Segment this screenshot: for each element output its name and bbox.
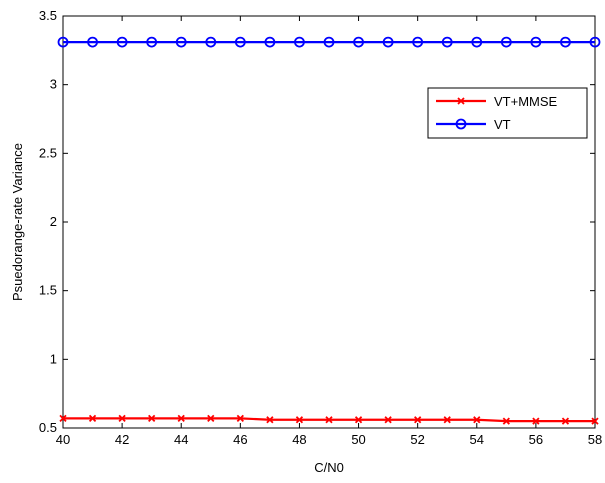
data-point-vt <box>205 36 217 48</box>
y-tick-label: 0.5 <box>39 420 57 435</box>
data-point-vt-mmse <box>207 414 215 423</box>
x-tick-label: 54 <box>470 432 484 447</box>
legend-label-vt-mmse: VT+MMSE <box>494 94 558 109</box>
data-point-vt-mmse <box>473 416 481 424</box>
x-axis-label: C/N0 <box>314 460 344 475</box>
x-tick-label: 50 <box>351 432 365 447</box>
data-point-vt <box>441 36 453 48</box>
x-tick-label: 42 <box>115 432 129 447</box>
series-layer <box>57 36 601 425</box>
data-point-vt-mmse <box>443 416 451 424</box>
legend-marker-vt <box>455 118 467 130</box>
data-point-vt-mmse <box>532 417 540 425</box>
x-tick-label: 46 <box>233 432 247 447</box>
data-point-vt <box>412 36 424 48</box>
legend-box <box>427 87 588 139</box>
data-point-vt <box>353 36 364 48</box>
data-point-vt <box>146 36 158 48</box>
data-point-vt <box>175 36 187 48</box>
legend-label-vt: VT <box>494 117 511 132</box>
x-tick-label: 40 <box>56 432 70 447</box>
data-point-vt-mmse <box>414 416 422 424</box>
y-tick-label: 1 <box>50 351 57 366</box>
y-axis-label: Psuedorange-rate Variance <box>10 143 25 301</box>
data-point-vt-mmse <box>177 414 185 423</box>
x-tick-label: 52 <box>410 432 424 447</box>
data-point-vt-mmse <box>561 417 570 425</box>
x-axis-ticks: 40 42 44 46 48 50 52 54 56 58 <box>56 16 602 447</box>
data-point-vt <box>87 36 98 48</box>
data-point-vt <box>471 36 483 48</box>
data-point-vt <box>323 36 335 48</box>
legend-marker-vt-mmse <box>457 97 465 105</box>
data-point-vt-mmse <box>384 416 392 424</box>
data-point-vt-mmse <box>88 414 97 423</box>
data-point-vt-mmse <box>591 417 599 425</box>
data-point-vt-mmse <box>148 414 156 423</box>
data-point-vt-mmse <box>118 414 126 423</box>
data-point-vt-mmse <box>266 416 274 424</box>
data-point-vt-mmse <box>236 414 244 423</box>
y-tick-label: 2.5 <box>39 145 57 160</box>
data-point-vt <box>382 36 394 48</box>
data-point-vt-mmse <box>325 416 333 424</box>
x-tick-label: 58 <box>588 432 602 447</box>
y-tick-label: 3.5 <box>39 8 57 23</box>
data-point-vt <box>294 36 305 48</box>
data-point-vt-mmse <box>502 417 510 425</box>
y-tick-label: 1.5 <box>39 283 57 298</box>
data-point-vt-mmse <box>295 416 304 424</box>
x-tick-label: 56 <box>529 432 543 447</box>
plot-area <box>62 15 596 429</box>
data-point-vt <box>530 36 542 48</box>
y-tick-label: 2 <box>50 214 57 229</box>
legend: VT+MMSE VT <box>427 87 588 139</box>
y-tick-label: 3 <box>50 77 57 92</box>
x-tick-label: 48 <box>292 432 306 447</box>
data-point-vt <box>560 36 571 48</box>
y-axis-ticks: 0.5 1 1.5 2 2.5 3 3.5 <box>39 8 595 435</box>
x-tick-label: 44 <box>174 432 188 447</box>
data-point-vt <box>116 36 128 48</box>
data-point-vt-mmse <box>354 416 363 424</box>
data-point-vt <box>57 36 69 48</box>
data-point-vt <box>264 36 276 48</box>
data-point-vt <box>234 36 246 48</box>
data-point-vt <box>589 36 601 48</box>
data-point-vt-mmse <box>59 414 67 423</box>
data-point-vt <box>500 36 512 48</box>
